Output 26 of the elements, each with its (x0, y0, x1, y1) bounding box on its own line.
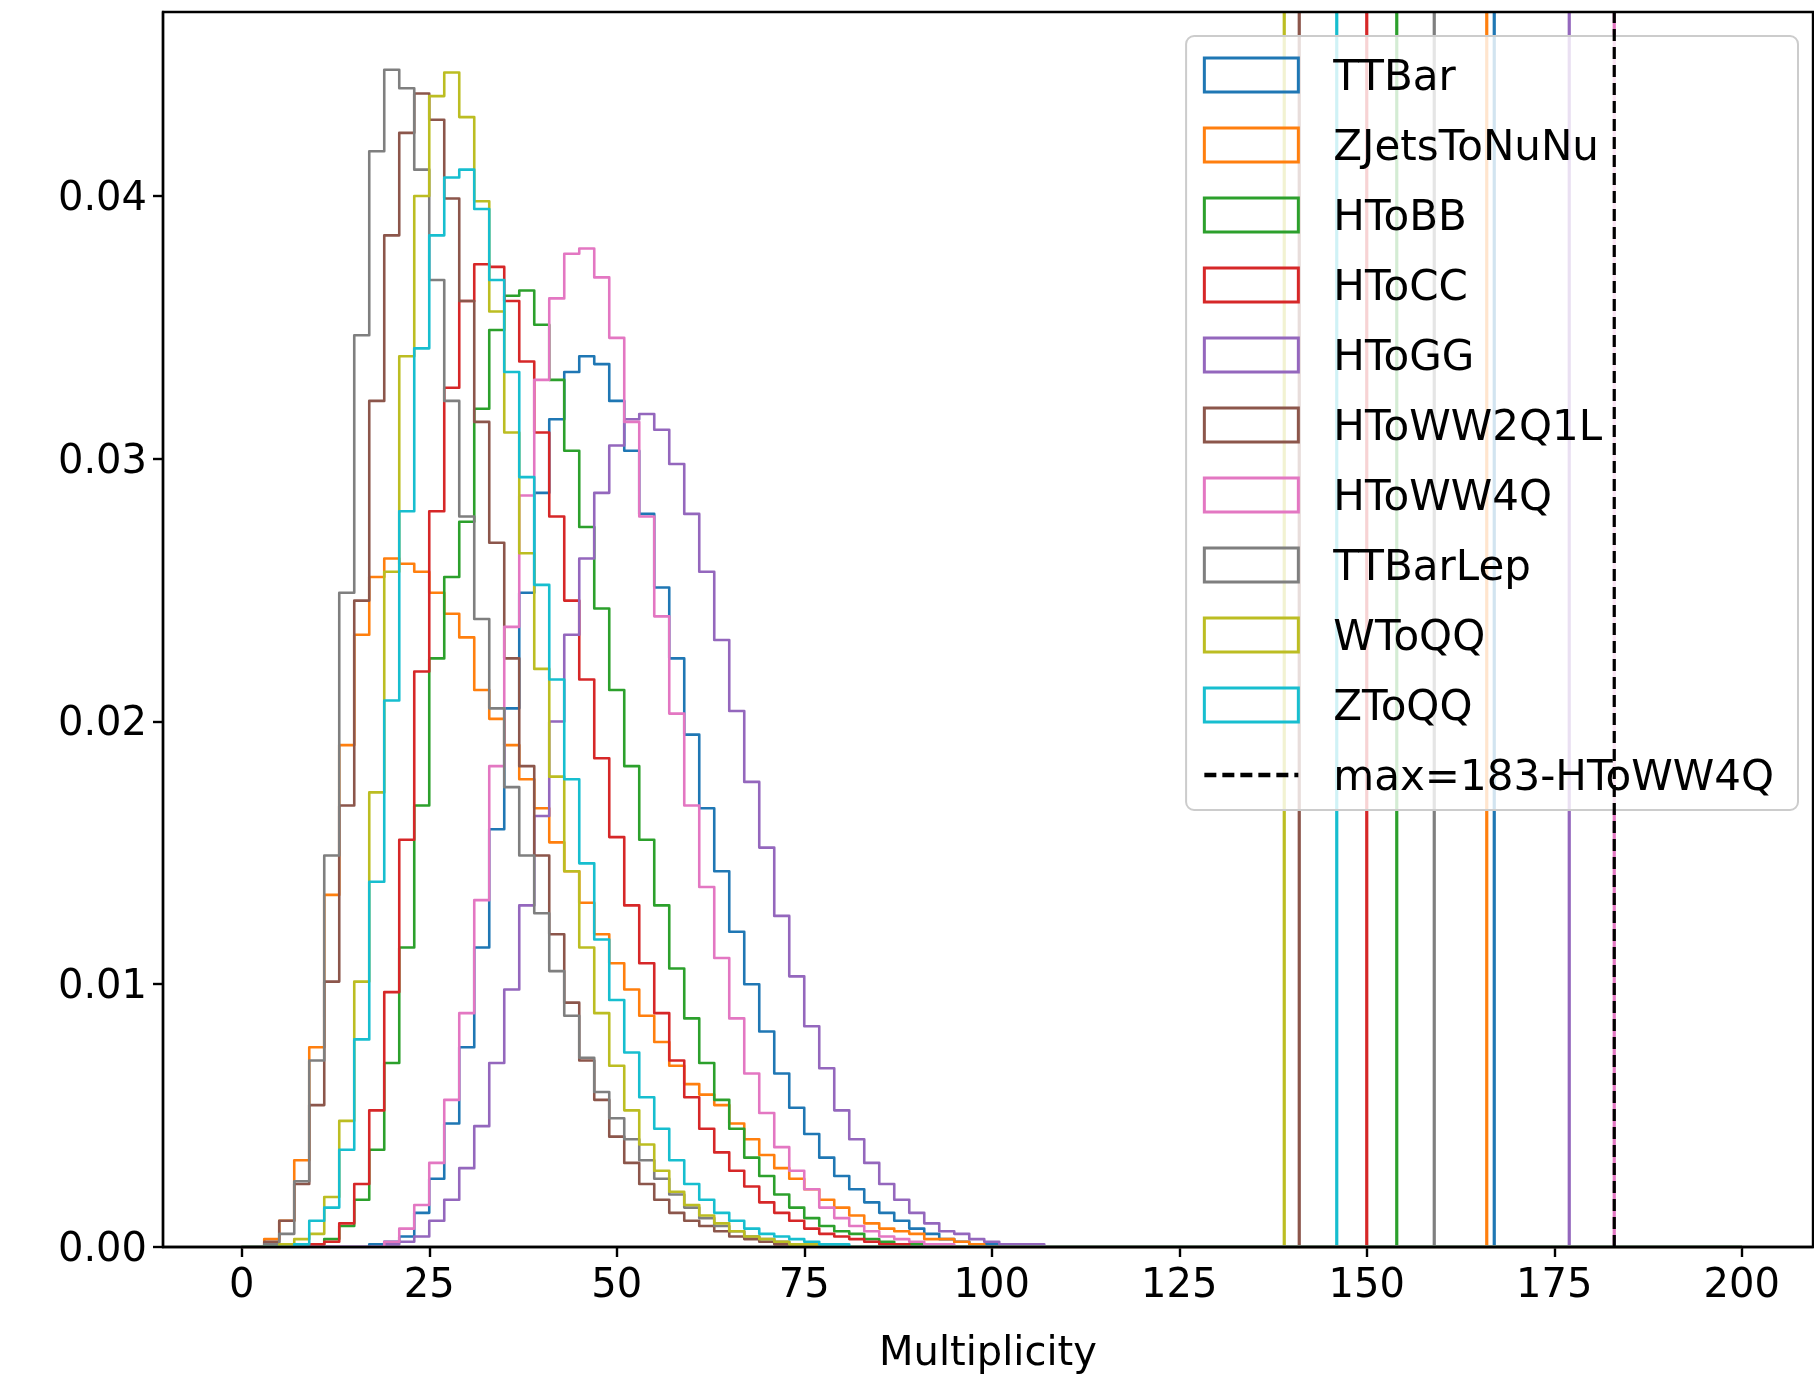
x-tick-label: 175 (1516, 1260, 1593, 1306)
y-tick-label: 0.00 (57, 1224, 147, 1270)
legend-label: HToBB (1333, 190, 1467, 240)
legend-label: ZJetsToNuNu (1333, 120, 1599, 170)
y-tick-label: 0.02 (57, 698, 147, 745)
legend-label: HToWW4Q (1333, 470, 1552, 520)
y-tick-label: 0.04 (57, 172, 147, 219)
x-tick-label: 150 (1328, 1260, 1405, 1306)
ref-line-label: max=183-HToWW4Q (1333, 750, 1774, 800)
legend-label: ZToQQ (1333, 680, 1473, 730)
x-tick-label: 0 (229, 1260, 255, 1306)
x-tick-label: 50 (591, 1260, 643, 1306)
x-tick-label: 25 (403, 1260, 455, 1306)
legend-label: HToGG (1333, 330, 1475, 380)
legend-label: HToCC (1333, 260, 1468, 310)
x-tick-label: 200 (1703, 1260, 1780, 1306)
legend-label: WToQQ (1333, 610, 1486, 660)
legend-label: HToWW2Q1L (1333, 400, 1603, 450)
legend-label: TTBarLep (1332, 540, 1531, 590)
y-tick-label: 0.03 (57, 435, 147, 482)
x-tick-label: 75 (778, 1260, 830, 1306)
x-tick-label: 125 (1141, 1260, 1218, 1306)
x-tick-label: 100 (953, 1260, 1030, 1306)
x-axis-title: Multiplicity (879, 1328, 1097, 1374)
legend-label: TTBar (1332, 50, 1457, 100)
y-tick-label: 0.01 (57, 961, 147, 1008)
